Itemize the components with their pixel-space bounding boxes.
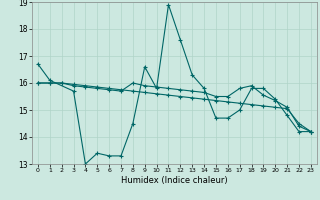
- X-axis label: Humidex (Indice chaleur): Humidex (Indice chaleur): [121, 176, 228, 185]
